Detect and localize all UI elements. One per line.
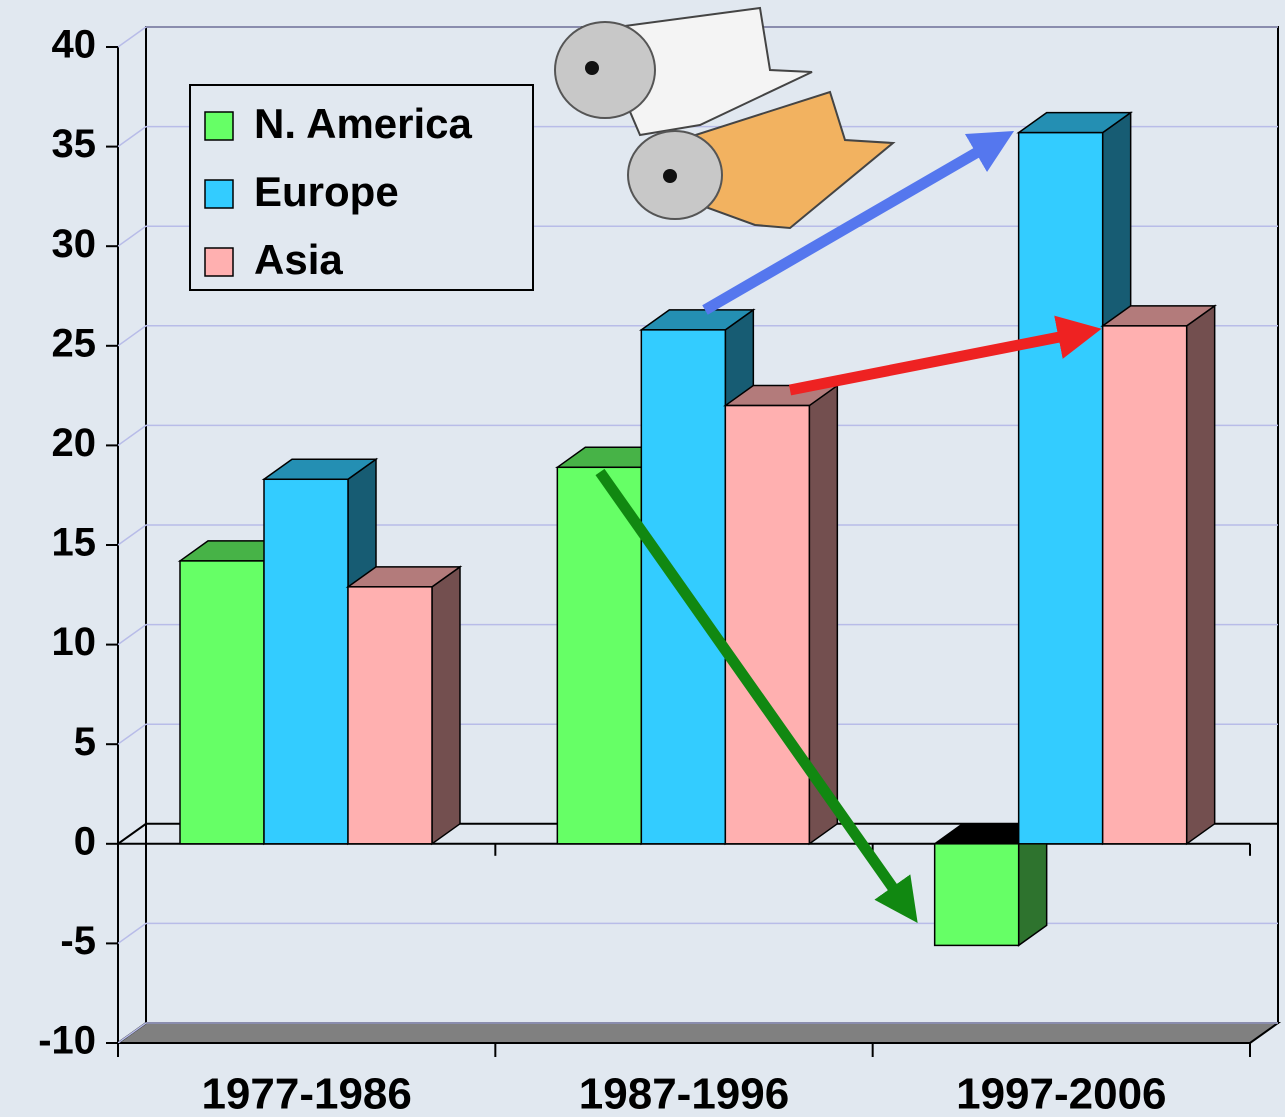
y-tick-label: -5 bbox=[60, 919, 96, 963]
trend-arrow bbox=[788, 315, 1102, 396]
bar bbox=[1101, 325, 1188, 845]
bar bbox=[179, 560, 265, 845]
grid-line bbox=[117, 125, 1278, 148]
legend-label: Asia bbox=[254, 236, 343, 283]
floor bbox=[114, 1022, 1282, 1044]
y-tick-label: 25 bbox=[52, 321, 97, 365]
decoration bbox=[554, 6, 1102, 923]
bar bbox=[556, 466, 643, 845]
grid-line bbox=[117, 524, 1278, 546]
legend-swatch bbox=[204, 179, 234, 209]
grid-line bbox=[117, 325, 1278, 347]
grid-line bbox=[117, 1022, 1278, 1044]
grid-line bbox=[117, 623, 1278, 646]
y-tick-label: 15 bbox=[52, 521, 97, 565]
bar bbox=[724, 404, 811, 845]
y-tick-label: -10 bbox=[38, 1019, 96, 1063]
bar bbox=[263, 478, 349, 845]
y-tick-label: 40 bbox=[52, 23, 97, 67]
bar bbox=[933, 843, 1020, 947]
x-tick-label: 1987-1996 bbox=[579, 1070, 789, 1117]
x-tick-label: 1997-2006 bbox=[956, 1070, 1166, 1117]
y-tick-label: 20 bbox=[52, 421, 97, 465]
trend-arrow bbox=[595, 468, 918, 923]
grid-line bbox=[117, 225, 1278, 247]
legend-swatch bbox=[204, 247, 234, 277]
legend-label: N. America bbox=[254, 100, 473, 147]
y-tick-label: 0 bbox=[74, 819, 96, 863]
y-tick-label: 5 bbox=[74, 720, 96, 764]
grid-line bbox=[117, 424, 1278, 447]
y-tick-label: 10 bbox=[52, 620, 97, 664]
y-tick-label: 35 bbox=[52, 122, 97, 166]
zero-plane bbox=[117, 822, 1278, 845]
grid-line bbox=[117, 922, 1278, 945]
bar bbox=[1017, 131, 1104, 845]
x-tick-label: 1977-1986 bbox=[201, 1070, 411, 1117]
bars bbox=[177, 111, 1218, 947]
grid-line bbox=[117, 723, 1278, 745]
y-tick-label: 30 bbox=[52, 222, 97, 266]
legend-swatch bbox=[204, 111, 234, 141]
bar-side bbox=[431, 565, 461, 846]
legend-box bbox=[189, 84, 534, 291]
legend: N. America Europe Asia bbox=[189, 84, 534, 291]
bar-side bbox=[1185, 304, 1216, 846]
paper-rolls bbox=[554, 6, 896, 230]
legend-label: Europe bbox=[254, 168, 399, 215]
bar bbox=[347, 586, 433, 845]
trend-arrow bbox=[702, 130, 1015, 315]
grid-line bbox=[117, 26, 1278, 48]
